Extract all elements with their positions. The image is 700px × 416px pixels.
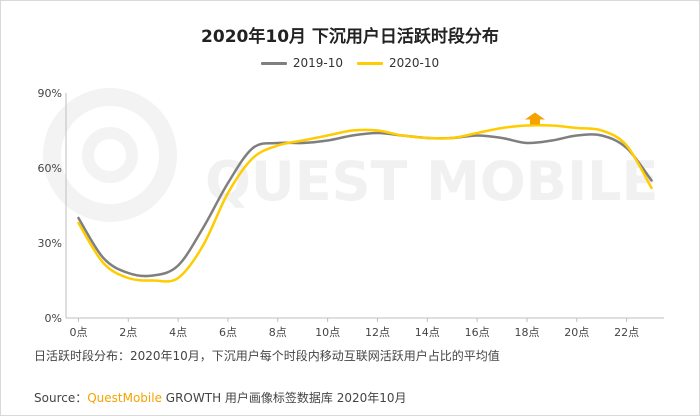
up-arrow-annotation [524, 112, 545, 125]
legend-label-2020: 2020-10 [389, 56, 440, 70]
legend-swatch-2020 [357, 61, 383, 65]
y-tick-label: 60% [38, 162, 62, 175]
y-tick-label: 90% [38, 87, 62, 100]
x-tick-label: 14点 [415, 326, 440, 339]
source-brand: QuestMobile [87, 391, 162, 405]
series-line-2019-10 [77, 131, 653, 278]
chart-annotations [524, 112, 545, 125]
x-tick-label: 4点 [169, 326, 187, 339]
source-suffix: GROWTH 用户画像标签数据库 2020年10月 [161, 391, 407, 405]
x-tick-label: 20点 [564, 326, 589, 339]
chart-title: 2020年10月 下沉用户日活跃时段分布 [201, 27, 499, 47]
x-tick-label: 16点 [465, 326, 490, 339]
series-line-2020-10 [77, 123, 653, 283]
watermark-ring-inner [82, 127, 138, 183]
watermark: QUEST MOBILE [43, 88, 658, 222]
x-tick-label: 6点 [219, 326, 237, 339]
legend-item-2020: 2020-10 [357, 56, 439, 70]
x-tick-label: 12点 [365, 326, 390, 339]
y-tick-label: 30% [38, 237, 62, 250]
legend-item-2019: 2019-10 [260, 56, 343, 70]
x-tick-label: 0点 [69, 326, 87, 339]
y-tick-label: 0% [45, 312, 62, 325]
watermark-ring [43, 88, 177, 222]
watermark-text: QUEST MOBILE [205, 150, 658, 213]
chart-series [77, 123, 653, 283]
chart-axes: 0% 30% 60% 90% 0点 2点 4点 6点 8点 10点 12点 14点 16点 18点 20点 2… [38, 87, 664, 339]
x-tick-label: 8点 [269, 326, 287, 339]
source-line: Source：QuestMobile GROWTH 用户画像标签数据库 2020… [34, 389, 407, 406]
x-tick-label: 2点 [119, 326, 137, 339]
chart-note: 日活跃时段分布：2020年10月，下沉用户每个时段内移动互联网活跃用户占比的平均… [34, 349, 500, 363]
x-tick-label: 10点 [315, 326, 340, 339]
chart-legend: 2019-10 2020-10 [0, 56, 700, 70]
legend-label-2019: 2019-10 [292, 56, 343, 70]
source-prefix: Source： [34, 391, 88, 405]
x-tick-label: 22点 [614, 326, 639, 339]
x-tick-label: 18点 [514, 326, 539, 339]
legend-swatch-2019 [260, 61, 287, 65]
